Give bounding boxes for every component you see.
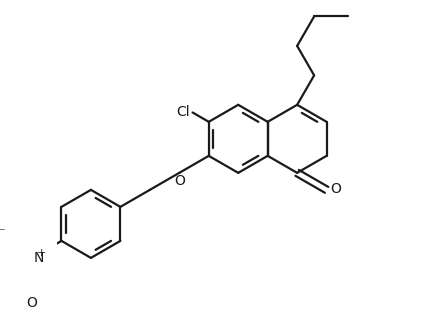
Text: O: O (329, 182, 340, 196)
Text: O: O (174, 174, 184, 188)
Text: O: O (26, 296, 37, 310)
Text: +: + (36, 247, 46, 257)
Text: N: N (34, 251, 44, 265)
Text: ⁻: ⁻ (0, 226, 5, 239)
Text: Cl: Cl (176, 105, 190, 119)
